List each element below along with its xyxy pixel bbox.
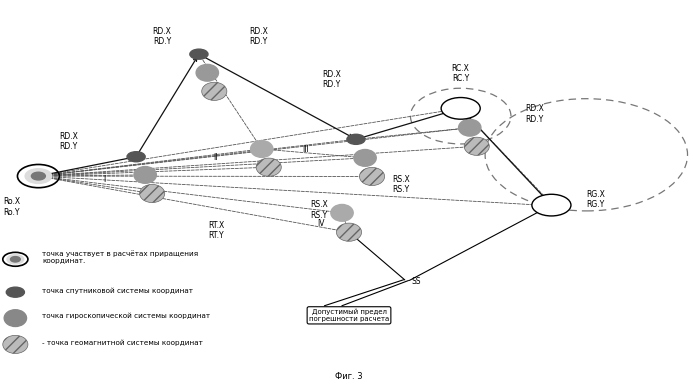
Text: RC.X
RC.Y: RC.X RC.Y <box>452 64 470 83</box>
Ellipse shape <box>140 185 165 202</box>
Ellipse shape <box>202 82 227 100</box>
Text: точка спутниковой системы координат: точка спутниковой системы координат <box>42 287 193 293</box>
Ellipse shape <box>4 310 27 327</box>
Text: SS: SS <box>412 277 422 286</box>
Text: RD.X
RD.Y: RD.X RD.Y <box>152 27 172 46</box>
Text: RS.X
RS.Y: RS.X RS.Y <box>311 200 328 220</box>
Text: RD.X
RD.Y: RD.X RD.Y <box>59 132 78 151</box>
Text: II: II <box>213 153 217 162</box>
Circle shape <box>10 257 20 262</box>
Ellipse shape <box>256 158 281 176</box>
Text: точка гироскопической системы координат: точка гироскопической системы координат <box>42 313 210 319</box>
Text: RG.X
RG.Y: RG.X RG.Y <box>586 190 605 209</box>
Text: Фиг. 3: Фиг. 3 <box>335 372 363 381</box>
Text: Ro.X
Ro.Y: Ro.X Ro.Y <box>3 197 21 217</box>
Ellipse shape <box>251 140 273 158</box>
Text: RT.X
RT.Y: RT.X RT.Y <box>208 221 225 240</box>
Ellipse shape <box>459 119 481 136</box>
Circle shape <box>127 152 145 162</box>
Circle shape <box>31 172 45 180</box>
Text: RD.X
RD.Y: RD.X RD.Y <box>525 104 544 124</box>
Text: RD.X
RD.Y: RD.X RD.Y <box>248 27 268 46</box>
Ellipse shape <box>196 64 218 81</box>
Text: RS.X
RS.Y: RS.X RS.Y <box>392 175 410 194</box>
Ellipse shape <box>354 149 376 166</box>
Circle shape <box>6 287 24 297</box>
Ellipse shape <box>464 137 489 155</box>
Ellipse shape <box>359 168 385 185</box>
Circle shape <box>532 194 571 216</box>
Circle shape <box>441 98 480 119</box>
Circle shape <box>347 134 365 144</box>
Text: IV: IV <box>318 219 325 228</box>
Text: - точка геомагнитной системы координат: - точка геомагнитной системы координат <box>42 339 202 346</box>
Text: Допустимый предел
погрешности расчета: Допустимый предел погрешности расчета <box>309 308 389 322</box>
Circle shape <box>25 169 52 183</box>
Ellipse shape <box>336 223 362 241</box>
Text: точка участвует в расчётах приращения
координат.: точка участвует в расчётах приращения ко… <box>42 250 198 264</box>
Text: RD.X
RD.Y: RD.X RD.Y <box>322 70 341 89</box>
Ellipse shape <box>331 204 353 221</box>
Text: III: III <box>302 145 309 154</box>
Circle shape <box>7 255 24 264</box>
Ellipse shape <box>134 166 156 183</box>
Text: I: I <box>103 175 105 184</box>
Circle shape <box>190 49 208 59</box>
Circle shape <box>450 102 472 115</box>
Ellipse shape <box>542 197 565 214</box>
Ellipse shape <box>3 336 28 353</box>
